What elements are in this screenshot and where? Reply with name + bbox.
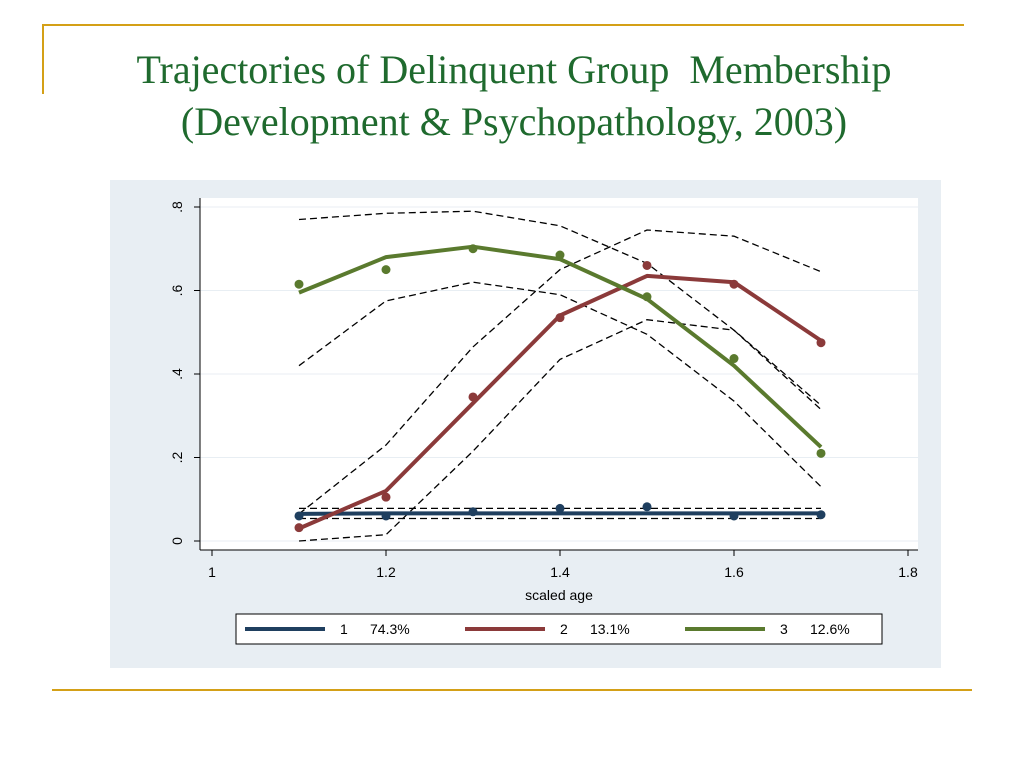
x-tick-label-1: 1.2	[376, 564, 396, 580]
series-1-point-2	[468, 507, 478, 517]
series-3-point-3	[555, 250, 565, 260]
legend: 1 74.3% 2 13.1% 3 12.6%	[235, 613, 883, 645]
series-1-point-1	[381, 511, 391, 521]
y-tick-label-1: .2	[169, 451, 185, 463]
series-1-point-0	[294, 511, 304, 521]
series-2-ci-upper	[298, 229, 822, 515]
series-2-point-6	[816, 338, 826, 348]
series-1-point-4	[642, 502, 652, 512]
x-tick-label-4: 1.8	[898, 564, 918, 580]
axes: 0 .2 .4 .6 .8 1 1.2 1.4 1.6 1.8	[169, 198, 918, 580]
slide-title-line-2: (Development & Psychopathology, 2003)	[180, 99, 848, 144]
series-2-point-2	[468, 392, 478, 402]
series-2-point-1	[381, 492, 391, 502]
series-1-point-5	[729, 511, 739, 521]
series-3-point-6	[816, 448, 826, 458]
top-accent-line	[42, 24, 964, 26]
series-3-ci-upper	[298, 210, 822, 406]
legend-label-3: 3	[780, 621, 788, 637]
legend-percent-2: 13.1%	[590, 621, 630, 637]
series-2-point-4	[642, 260, 652, 270]
y-tick-label-4: .8	[169, 201, 185, 213]
observed-points	[294, 244, 826, 533]
series-3-point-4	[642, 292, 652, 302]
legend-percent-3: 12.6%	[810, 621, 850, 637]
trajectory-chart: 0 .2 .4 .6 .8 1 1.2 1.4 1.6 1.8 scaled age 1 74.3%…	[169, 198, 918, 645]
bottom-accent-line	[52, 689, 972, 691]
grid-lines	[200, 206, 918, 542]
series-3-point-5	[729, 354, 739, 364]
series-3-point-2	[468, 244, 478, 254]
series-1-point-3	[555, 503, 565, 513]
x-tick-label-3: 1.6	[724, 564, 744, 580]
y-tick-label-0: 0	[169, 537, 185, 545]
series-2-point-5	[729, 279, 739, 289]
y-tick-label-2: .4	[169, 368, 185, 380]
legend-label-1: 1	[340, 621, 348, 637]
series-3-point-1	[381, 265, 391, 275]
legend-percent-1: 74.3%	[370, 621, 410, 637]
series-1-predicted-line	[298, 511, 821, 516]
x-tick-label-2: 1.4	[550, 564, 570, 580]
series-3-point-0	[294, 279, 304, 289]
series-1-point-6	[816, 510, 826, 520]
chart-panel: 0 .2 .4 .6 .8 1 1.2 1.4 1.6 1.8 scaled age 1 74.3%…	[110, 180, 941, 668]
x-tick-label-0: 1	[208, 564, 216, 580]
legend-box	[235, 613, 883, 645]
series-2-point-0	[294, 523, 304, 533]
left-accent-line	[42, 24, 44, 94]
x-axis-label: scaled age	[525, 587, 593, 603]
slide-title-line-1: Trajectories of Delinquent Group Members…	[136, 47, 892, 92]
slide-title: Trajectories of Delinquent Group Members…	[44, 44, 984, 148]
series-3-ci-lower	[298, 281, 822, 488]
series-2-point-3	[555, 313, 565, 323]
legend-label-2: 2	[560, 621, 568, 637]
y-tick-label-3: .6	[169, 284, 185, 296]
